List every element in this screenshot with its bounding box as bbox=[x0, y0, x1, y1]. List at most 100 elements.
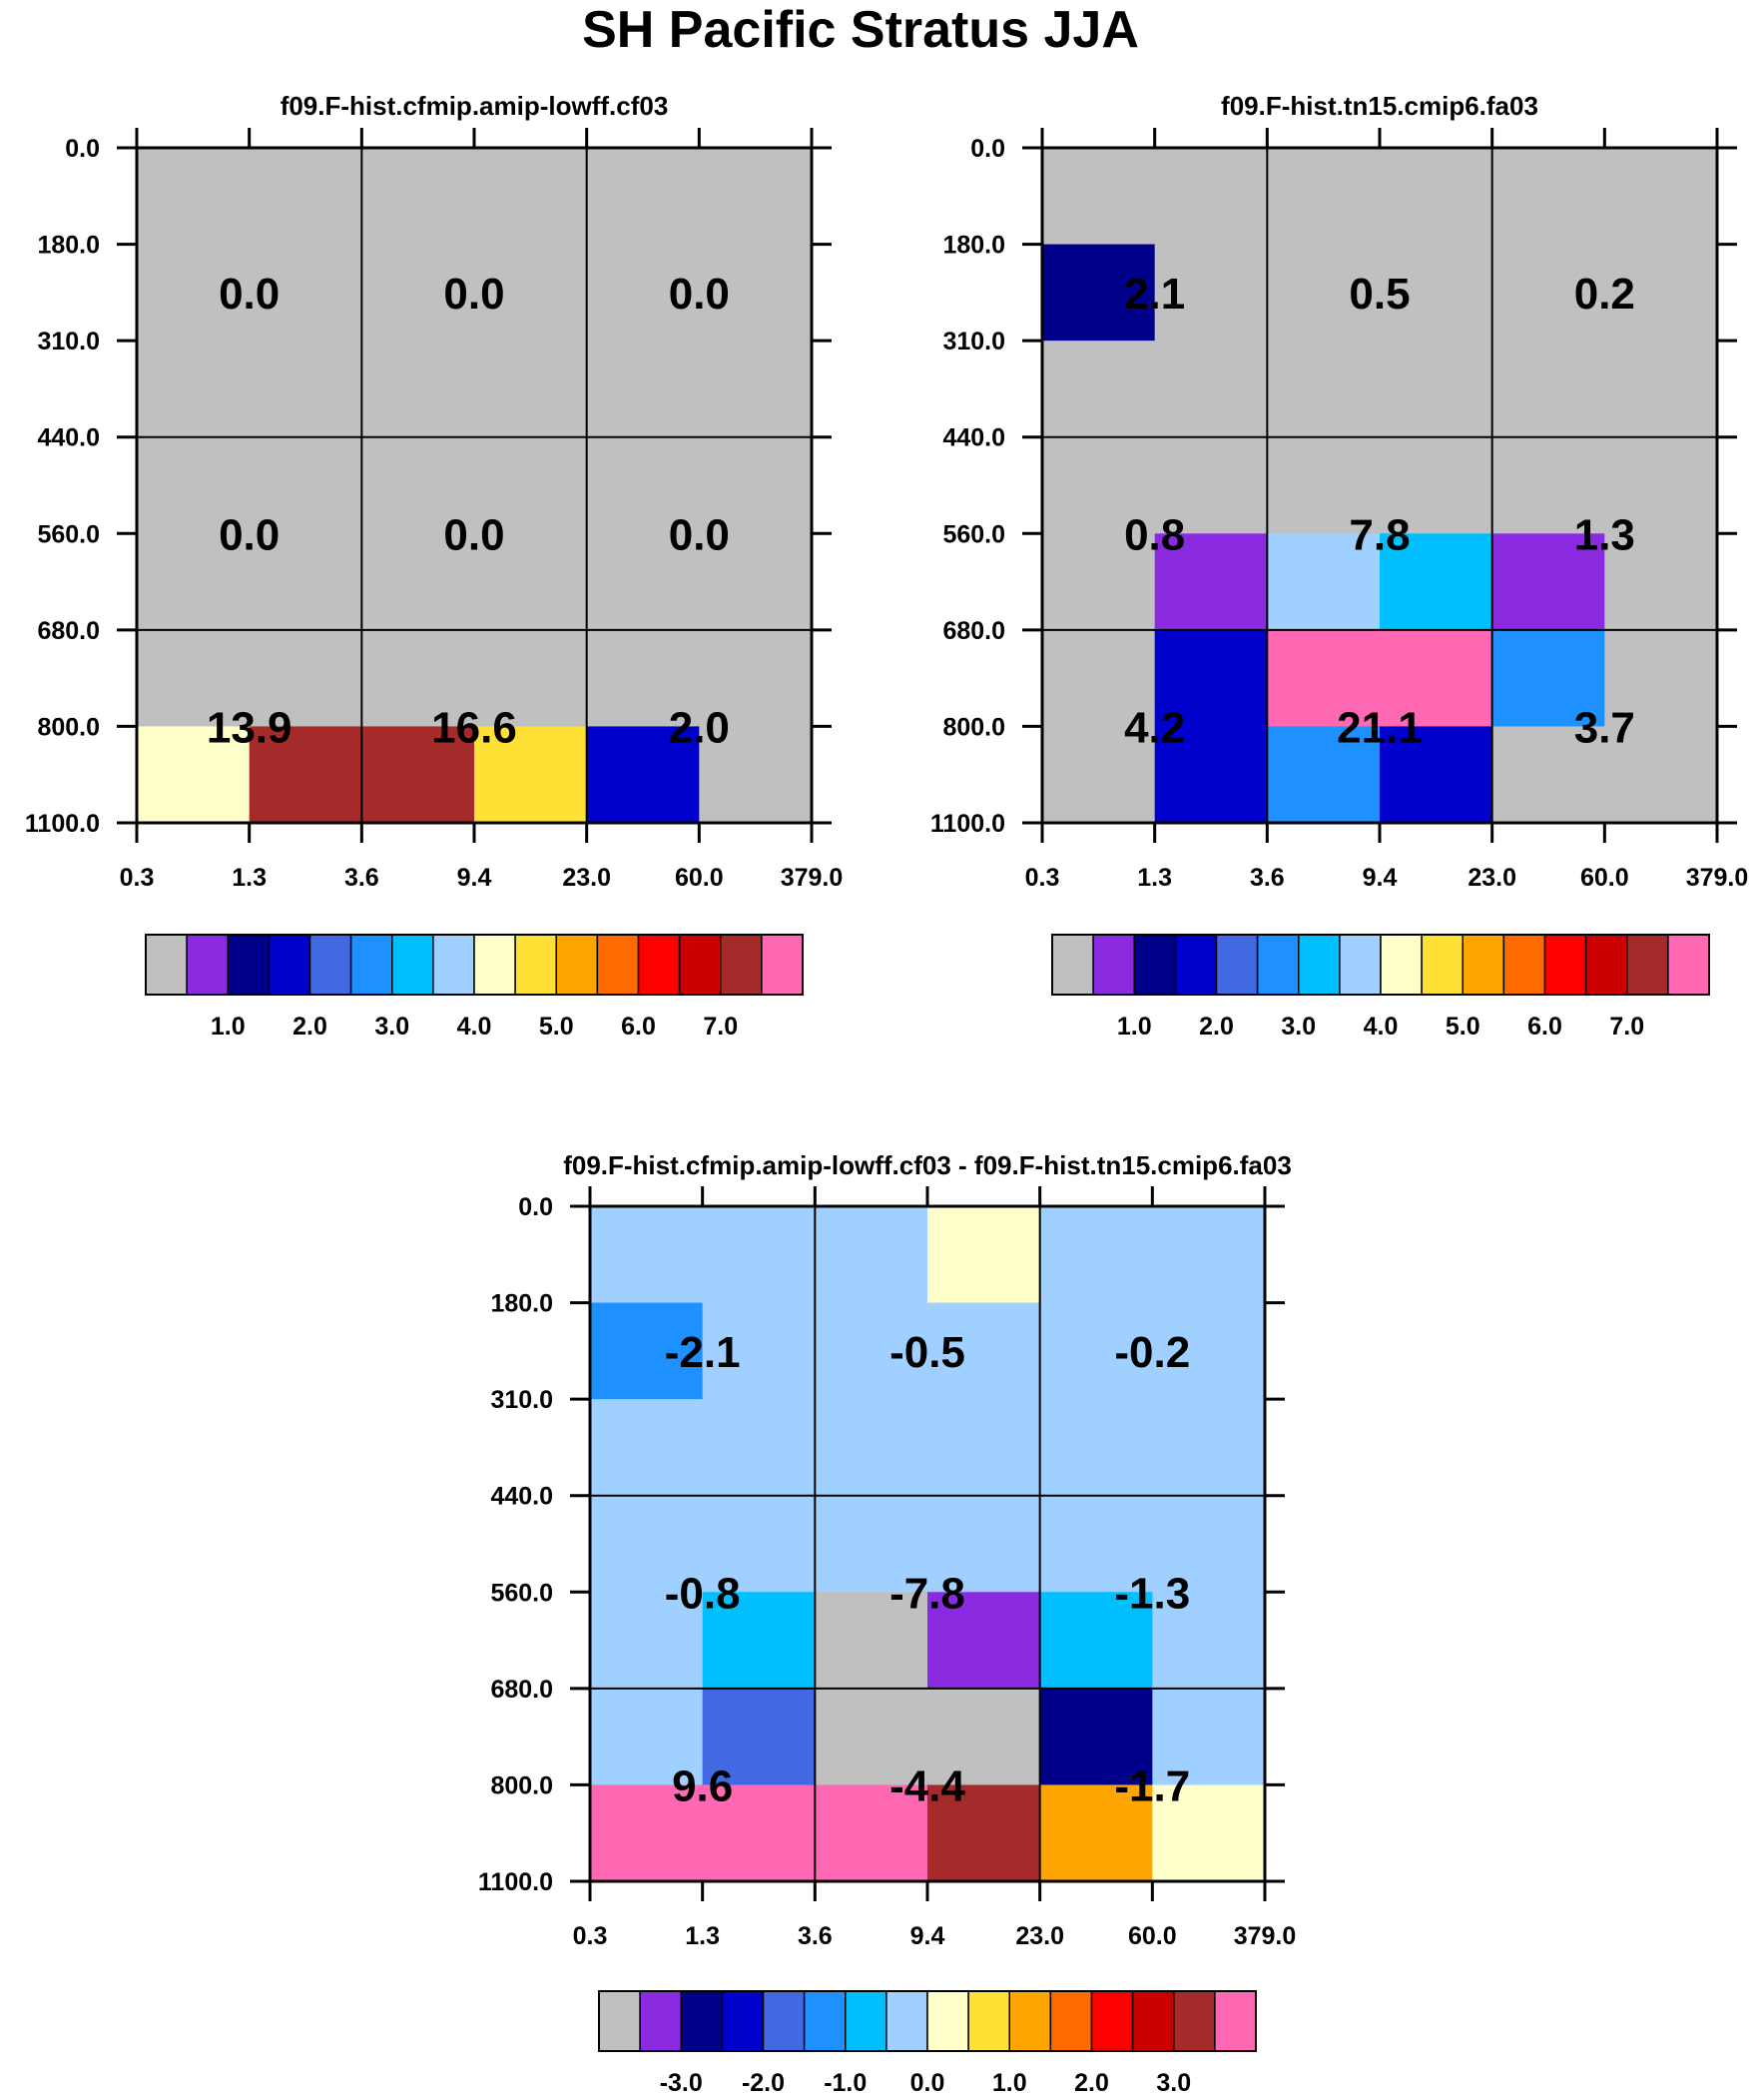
figure-title: SH Pacific Stratus JJA bbox=[582, 1, 1139, 59]
heatmap-cell bbox=[927, 1688, 1041, 1786]
heatmap-cell bbox=[699, 629, 813, 728]
x-tick-label: 0.3 bbox=[1025, 864, 1060, 892]
heatmap-cell bbox=[1154, 629, 1268, 728]
heatmap-cell bbox=[586, 533, 700, 631]
heatmap-cell bbox=[702, 1302, 816, 1400]
heatmap-cell bbox=[1042, 436, 1156, 534]
colorbar-label: 2.0 bbox=[1199, 1013, 1234, 1041]
heatmap-cell bbox=[1267, 726, 1381, 824]
y-tick-label: 800.0 bbox=[37, 713, 100, 741]
heatmap-cell bbox=[1152, 1495, 1266, 1593]
heatmap-cell bbox=[815, 1399, 928, 1497]
heatmap-cell bbox=[590, 1784, 704, 1882]
heatmap-cell bbox=[1039, 1302, 1153, 1400]
heatmap-cell bbox=[361, 244, 475, 342]
colorbar: 1.0 2.0 3.0 4.0 5.0 6.0 7.0 bbox=[1051, 934, 1710, 1041]
heatmap-cell bbox=[137, 148, 251, 246]
y-tick-label: 0.0 bbox=[970, 135, 1005, 163]
heatmap-cell bbox=[1152, 1206, 1266, 1304]
heatmap-cell bbox=[474, 436, 588, 534]
heatmap-cell bbox=[1152, 1784, 1266, 1882]
heatmap-cell bbox=[474, 726, 588, 824]
x-tick-label: 1.3 bbox=[1137, 864, 1172, 892]
x-tick-label: 379.0 bbox=[1234, 1922, 1297, 1950]
colorbar-box bbox=[637, 934, 681, 996]
colorbar-box bbox=[186, 934, 229, 996]
heatmap-cell bbox=[1604, 436, 1718, 534]
y-tick-label: 560.0 bbox=[942, 520, 1005, 548]
heatmap-cell bbox=[699, 726, 813, 824]
heatmap-cell bbox=[361, 436, 475, 534]
panels: f09.F-hist.cfmip.amip-lowff.cf03 0.3 1.3 3.… bbox=[25, 91, 1748, 2097]
colorbar-label: 0.0 bbox=[910, 2069, 945, 2097]
y-tick-label: 560.0 bbox=[37, 520, 100, 548]
heatmap-cell bbox=[1154, 436, 1268, 534]
x-tick-label: 9.4 bbox=[1363, 864, 1398, 892]
heatmap-cell bbox=[586, 341, 700, 438]
y-tick-label: 310.0 bbox=[942, 328, 1005, 355]
heatmap-cell bbox=[1491, 726, 1605, 824]
heatmap-cell bbox=[137, 726, 251, 824]
colorbar-box bbox=[680, 1990, 724, 2052]
colorbar-box bbox=[639, 1990, 682, 2052]
y-tick-label: 440.0 bbox=[942, 424, 1005, 452]
colorbar-box bbox=[803, 1990, 847, 2052]
x-tick-label: 60.0 bbox=[1580, 864, 1629, 892]
colorbar-box bbox=[1339, 934, 1382, 996]
box-value-label: 0.0 bbox=[219, 270, 280, 319]
colorbar-box bbox=[432, 934, 475, 996]
heatmap-cell bbox=[361, 341, 475, 438]
colorbar-label: -1.0 bbox=[824, 2069, 867, 2097]
colorbar-box bbox=[1173, 1990, 1216, 2052]
box-value-label: 3.7 bbox=[1574, 703, 1635, 752]
x-tick-label: 3.6 bbox=[1250, 864, 1285, 892]
panel-title: f09.F-hist.tn15.cmip6.fa03 bbox=[1221, 91, 1538, 121]
heatmap-cell bbox=[1042, 244, 1156, 342]
colorbar-box bbox=[1462, 934, 1505, 996]
colorbar-frame bbox=[598, 1990, 1257, 2052]
x-tick-label: 9.4 bbox=[457, 864, 492, 892]
chart-panel-3: f09.F-hist.cfmip.amip-lowff.cf03 - f09.F… bbox=[478, 1150, 1296, 2097]
colorbar-box bbox=[1133, 934, 1177, 996]
colorbar-label: 4.0 bbox=[1364, 1013, 1399, 1041]
colorbar-box bbox=[926, 1990, 969, 2052]
colorbar-box bbox=[1584, 934, 1628, 996]
colorbar-box bbox=[1008, 1990, 1052, 2052]
colorbar-box bbox=[1298, 934, 1341, 996]
heatmap-cell bbox=[1152, 1302, 1266, 1400]
heatmap-cell bbox=[137, 436, 251, 534]
heatmap-cell bbox=[702, 1688, 816, 1786]
heatmap-cell bbox=[361, 533, 475, 631]
box-value-label: -2.1 bbox=[665, 1328, 741, 1377]
x-tick-label: 23.0 bbox=[1467, 864, 1516, 892]
heatmap-cell bbox=[699, 533, 813, 631]
colorbar-label: 2.0 bbox=[1074, 2069, 1109, 2097]
heatmap-cell bbox=[1042, 341, 1156, 438]
box-value-label: 0.2 bbox=[1574, 270, 1635, 319]
heatmap-cell bbox=[1380, 533, 1493, 631]
colorbar-box bbox=[678, 934, 722, 996]
heatmap-cell bbox=[590, 1302, 704, 1400]
heatmap-cell bbox=[137, 533, 251, 631]
box-value-label: 9.6 bbox=[672, 1761, 733, 1810]
heatmap-cell bbox=[249, 629, 362, 728]
y-tick-label: 800.0 bbox=[942, 713, 1005, 741]
colorbar-label: 5.0 bbox=[539, 1013, 574, 1041]
x-tick-label: 1.3 bbox=[232, 864, 267, 892]
heatmap-cell bbox=[1154, 148, 1268, 246]
heatmap-cell bbox=[137, 244, 251, 342]
colorbar-box bbox=[227, 934, 271, 996]
y-tick-label: 680.0 bbox=[37, 617, 100, 645]
heatmap-cell bbox=[1380, 726, 1493, 824]
box-value-label: -1.7 bbox=[1114, 1761, 1190, 1810]
heatmap-cell bbox=[815, 1206, 928, 1304]
box-value-label: 0.0 bbox=[669, 270, 730, 319]
chart-panel-1: f09.F-hist.cfmip.amip-lowff.cf03 0.3 1.3 3.… bbox=[25, 91, 843, 1041]
heatmap-cell bbox=[249, 341, 362, 438]
heatmap-cell bbox=[1491, 533, 1605, 631]
heatmap-cell bbox=[1604, 533, 1718, 631]
colorbar-box bbox=[596, 934, 640, 996]
heatmap-cell bbox=[699, 436, 813, 534]
x-tick-label: 0.3 bbox=[573, 1922, 608, 1950]
heatmap-cell bbox=[815, 1688, 928, 1786]
